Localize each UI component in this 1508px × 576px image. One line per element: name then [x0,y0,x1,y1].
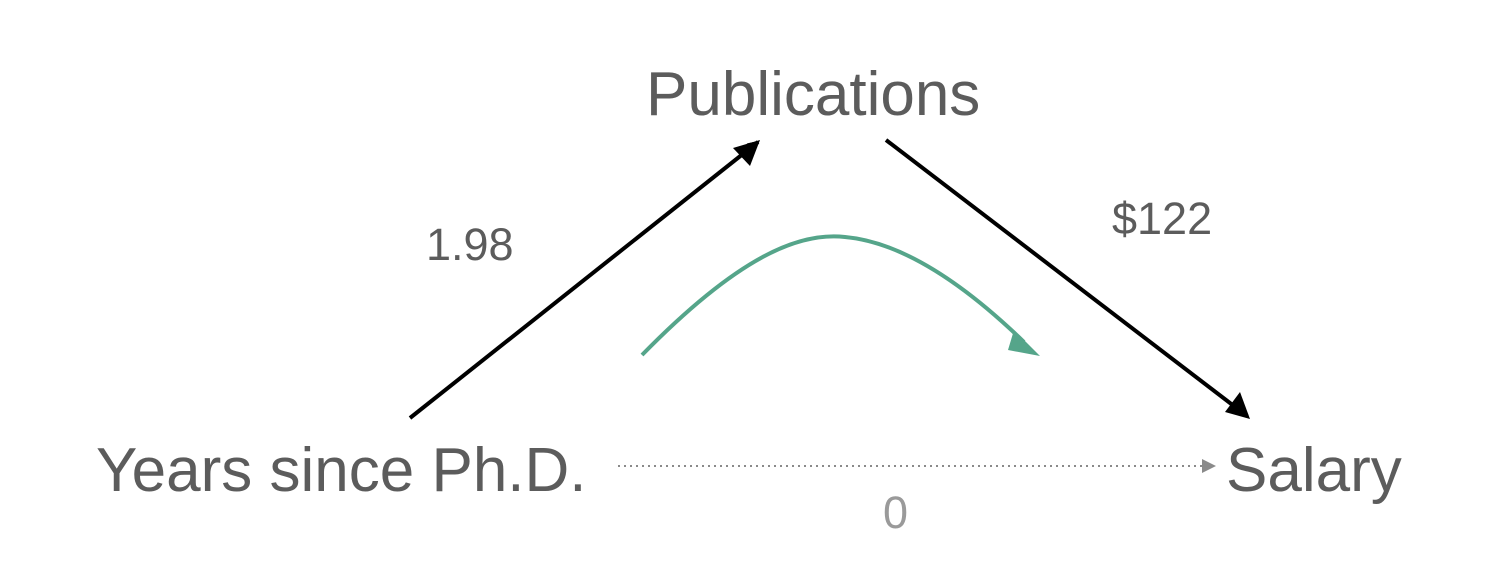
indirect-effect-arrowhead [1008,330,1040,356]
edge-label-years-to-publications: 1.98 [426,219,514,270]
arrowhead-publications-to-salary [1225,392,1250,419]
edge-label-years-to-salary: 0 [883,487,909,538]
node-publications: Publications [646,60,981,129]
arrow-publications-to-salary [884,138,1249,418]
arrowhead-years-to-publications [733,140,760,166]
direct-effect-arrowhead [1202,459,1216,473]
node-years-since-phd: Years since Ph.D. [96,436,587,505]
arrow-years-to-publications [408,140,760,420]
indirect-effect-arrow [640,234,1026,357]
node-salary: Salary [1226,436,1402,505]
edge-label-publications-to-salary: $122 [1112,193,1213,244]
